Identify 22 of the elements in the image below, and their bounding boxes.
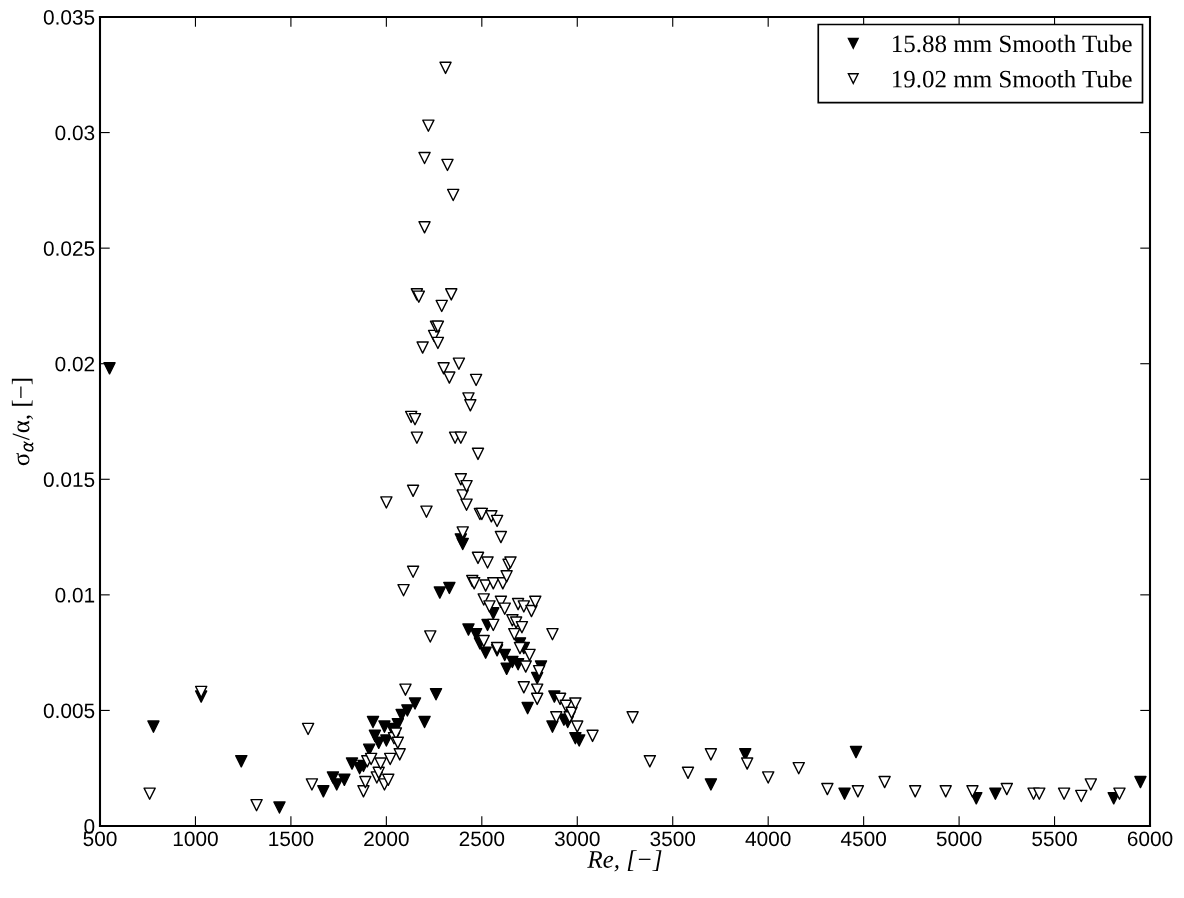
- y-tick-label: 0.01: [55, 587, 95, 603]
- y-axis-title: σ$_{α}$/α, [−]: [11, 378, 34, 466]
- x-tick-label: 4500: [840, 831, 886, 847]
- y-tick-label: 0.02: [55, 356, 95, 372]
- x-tick-label: 1500: [269, 831, 314, 847]
- x-tick-label: 5000: [936, 831, 982, 847]
- x-tick-label: 4000: [745, 831, 791, 847]
- y-tick-label: 0.035: [43, 10, 95, 25]
- x-tick-label: 6000: [1127, 831, 1173, 847]
- legend-label: 19.02 mm Smooth Tube: [892, 69, 1132, 88]
- x-tick-label: 2500: [459, 831, 505, 847]
- x-tick-label: 2000: [364, 831, 409, 847]
- y-tick-label: 0.025: [43, 241, 95, 256]
- y-tick-label: 0.005: [43, 703, 95, 719]
- legend-label: 15.88 mm Smooth Tube: [892, 34, 1132, 53]
- x-tick-label: 3500: [650, 831, 696, 847]
- x-tick-label: 5500: [1032, 831, 1077, 847]
- x-tick-label: 1000: [173, 831, 218, 847]
- x-tick-label: 3000: [554, 831, 600, 847]
- x-axis-title: Re, [−]: [587, 850, 662, 872]
- y-tick-label: 0.03: [55, 125, 95, 141]
- y-tick-label: 0.015: [43, 472, 95, 488]
